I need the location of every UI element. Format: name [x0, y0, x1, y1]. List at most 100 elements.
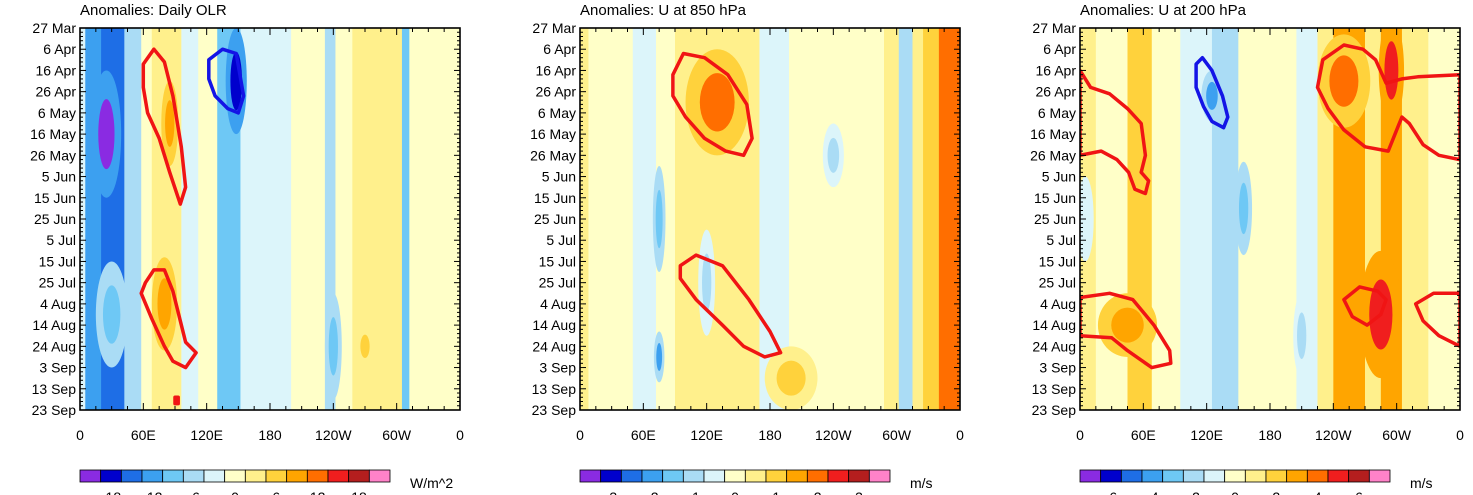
colorbar-swatch	[1224, 469, 1246, 483]
y-tick-label: 15 Jun	[34, 190, 76, 206]
y-tick-label: 24 Aug	[1032, 338, 1076, 354]
x-tick-label: 60W	[382, 427, 412, 443]
colorbar-swatch	[327, 469, 350, 483]
y-tick-label: 25 Jun	[34, 211, 76, 227]
y-tick-label: 15 Jul	[1039, 253, 1076, 269]
colorbar-u850: -3 -2 -1 0 1 2 3 m/s	[579, 469, 933, 495]
anomaly-band	[198, 28, 218, 410]
anomaly-blob-core	[776, 360, 806, 396]
colorbar-swatch	[141, 469, 164, 483]
colorbar-label: -6	[1105, 489, 1118, 495]
anomaly-blob-core	[98, 99, 115, 170]
x-tick-label: 0	[1076, 427, 1084, 443]
colorbar-swatch	[744, 469, 767, 483]
colorbar-swatch	[1162, 469, 1184, 483]
y-tick-label: 24 Aug	[32, 338, 76, 354]
anomaly-band	[141, 28, 153, 410]
colorbar-swatch	[868, 469, 891, 483]
anomaly-band	[923, 28, 940, 410]
y-tick-label: 6 Apr	[1043, 41, 1076, 57]
red-contour	[1315, 43, 1460, 162]
y-tick-label: 15 Jul	[539, 253, 576, 269]
colorbar-swatch	[182, 469, 205, 483]
y-tick-label: 5 Jul	[546, 232, 576, 248]
colorbar-label: -12	[142, 489, 162, 495]
anomaly-band	[656, 28, 676, 410]
y-tick-label: 6 May	[538, 105, 576, 121]
red-contour	[671, 51, 754, 158]
colorbar-label: 0	[731, 489, 739, 495]
colorbar-label: 0	[231, 489, 239, 495]
x-tick-label: 60E	[631, 427, 656, 443]
y-tick-label: 25 Jul	[1039, 275, 1076, 291]
colorbar-swatch	[348, 469, 370, 483]
y-tick-label: 14 Aug	[1032, 317, 1076, 333]
x-tick-label: 180	[758, 427, 782, 443]
colorbar-swatch	[1286, 469, 1308, 483]
x-tick-label: 60W	[882, 427, 912, 443]
colorbar-swatch	[827, 469, 850, 483]
x-tick-label: 120W	[315, 427, 352, 443]
y-tick-label: 24 Aug	[532, 338, 576, 354]
x-tick-label: 0	[576, 427, 584, 443]
y-tick-label: 16 May	[530, 126, 576, 142]
y-tick-label: 4 Aug	[1040, 296, 1076, 312]
colorbar-swatch	[224, 469, 246, 483]
colorbar-label: -2	[1187, 489, 1200, 495]
colorbar-swatch	[203, 469, 226, 483]
anomaly-band	[181, 28, 199, 410]
panel-title: Anomalies: U at 200 hPa	[1080, 2, 1247, 19]
x-tick-label: 60E	[131, 427, 156, 443]
colorbar-swatch	[1368, 469, 1391, 483]
anomaly-blob-core	[699, 73, 735, 132]
heatmap-field	[580, 28, 960, 410]
y-tick-label: 16 May	[1030, 126, 1076, 142]
anomaly-band	[124, 28, 142, 410]
heatmap-field	[80, 28, 460, 410]
y-tick-label: 15 Jun	[1034, 190, 1076, 206]
anomaly-band	[291, 28, 326, 410]
y-tick-label: 27 Mar	[32, 20, 76, 36]
colorbar-swatch	[1348, 469, 1370, 483]
colorbar-swatch	[286, 469, 308, 483]
x-tick-label: 120W	[815, 427, 852, 443]
colorbar-swatch	[724, 469, 746, 483]
y-tick-label: 23 Sep	[532, 402, 577, 418]
colorbar-label: -1	[687, 489, 700, 495]
colorbar-swatch	[786, 469, 808, 483]
anomaly-band	[240, 28, 255, 410]
colorbar-olr: -18 -12 -6 0 6 12 18 W/m^2	[79, 469, 453, 495]
anomaly-band	[912, 28, 924, 410]
colorbar-u200: -6 -4 -2 0 2 4 6 m/s	[1079, 469, 1433, 495]
colorbar-swatch	[682, 469, 705, 483]
blue-contour	[1194, 55, 1230, 130]
anomaly-blob-core	[1206, 81, 1218, 110]
y-tick-label: 25 Jun	[534, 211, 576, 227]
x-tick-label: 60W	[1382, 427, 1412, 443]
blue-contour	[207, 47, 246, 115]
colorbar-swatch	[806, 469, 829, 483]
x-tick-label: 0	[76, 427, 84, 443]
y-tick-label: 16 Apr	[1036, 62, 1077, 78]
anomaly-blob-core	[328, 317, 338, 376]
colorbar-units: W/m^2	[410, 475, 453, 491]
red-contour	[1080, 291, 1173, 370]
colorbar-swatch	[1203, 469, 1226, 483]
y-tick-label: 3 Sep	[539, 360, 576, 376]
x-tick-label: 120W	[1315, 427, 1352, 443]
colorbar-swatch	[1120, 469, 1143, 483]
anomaly-band	[884, 28, 900, 410]
colorbar-label: 12	[310, 489, 326, 495]
y-tick-label: 14 Aug	[32, 317, 76, 333]
panel-title: Anomalies: Daily OLR	[80, 2, 227, 19]
anomaly-band	[1401, 28, 1429, 410]
y-tick-label: 13 Sep	[532, 381, 577, 397]
anomaly-band	[759, 28, 790, 410]
y-tick-label: 5 Jun	[1042, 169, 1076, 185]
anomaly-blob-core	[827, 137, 840, 173]
y-tick-label: 4 Aug	[40, 296, 76, 312]
red-contour	[141, 47, 188, 206]
anomaly-blob-core	[1238, 182, 1249, 235]
colorbar-swatch	[162, 469, 184, 483]
